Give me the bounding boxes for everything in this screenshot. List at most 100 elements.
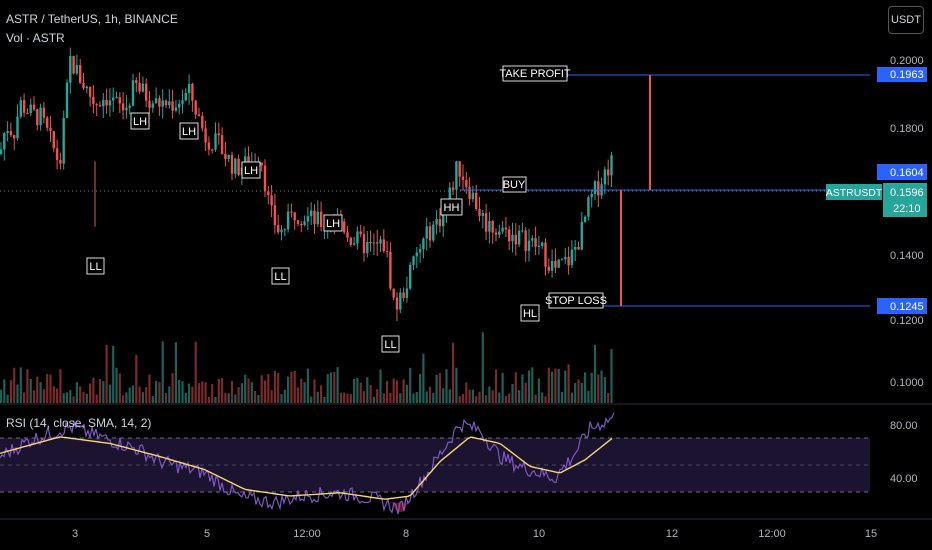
volume-bar (382, 393, 385, 403)
volume-bar (217, 378, 220, 403)
currency-button[interactable]: USDT (888, 6, 924, 34)
candle-body (204, 128, 207, 143)
bar-countdown: 22:10 (893, 203, 921, 215)
volume-legend[interactable]: Vol · ASTR (6, 31, 65, 45)
volume-bar (577, 379, 580, 403)
volume-bar (207, 396, 210, 403)
candle-body (52, 131, 55, 149)
volume-bar (224, 392, 227, 403)
volume-bar (191, 386, 194, 403)
volume-bar (112, 345, 115, 403)
svg-text:LL: LL (274, 271, 286, 283)
last-price-tag[interactable]: 0.1596 22:10 (883, 183, 927, 217)
volume-bar (188, 383, 191, 403)
candle-body (263, 165, 267, 192)
candle-body (597, 181, 600, 196)
candle-body (603, 169, 607, 185)
stop-loss-price-tag[interactable]: 0.1245 (877, 298, 927, 314)
volume-bar (46, 374, 49, 403)
volume-bar (240, 383, 243, 403)
volume-bar (422, 353, 425, 403)
candle-body (128, 105, 131, 108)
candle-body (587, 197, 590, 217)
volume-bar (518, 390, 521, 403)
candle-body (98, 105, 102, 107)
volume-bar (32, 390, 36, 403)
volume-bar (504, 396, 507, 403)
volume-bar (171, 373, 174, 403)
candle-body (438, 219, 442, 227)
volume-bar (488, 386, 491, 403)
volume-bar (326, 374, 329, 403)
candle-body (425, 226, 428, 239)
volume-bar (501, 372, 504, 403)
volume-bar (118, 373, 121, 403)
volume-bar (62, 393, 65, 403)
volume-bar (102, 381, 105, 403)
candle-body (55, 148, 59, 160)
candle-body (181, 100, 184, 104)
candle-body (88, 86, 92, 97)
volume-bar (574, 383, 577, 403)
volume-bar (419, 374, 422, 403)
candle-body (26, 112, 29, 114)
svg-text:STOP LOSS: STOP LOSS (545, 295, 607, 307)
volume-bar (145, 387, 148, 403)
volume-bar (508, 393, 511, 403)
symbol-title[interactable]: ASTR / TetherUS, 1h, BINANCE (6, 12, 178, 26)
candle-body (135, 80, 138, 83)
volume-bar (65, 392, 69, 403)
take-profit-price-tag[interactable]: 0.1963 (877, 67, 927, 82)
volume-bar (141, 392, 144, 403)
swing-label-ll-2: LL (271, 267, 290, 285)
candle-body (590, 193, 593, 198)
candle-body (108, 100, 112, 106)
volume-bar (386, 380, 389, 403)
candle-body (607, 169, 610, 176)
candle-body (435, 219, 438, 225)
volume-bar (138, 386, 141, 403)
candles (0, 47, 613, 321)
candle-body (174, 107, 178, 111)
candle-body (92, 96, 95, 105)
volume-bar (310, 396, 313, 403)
svg-text:0.1596: 0.1596 (890, 187, 924, 199)
svg-text:0.1604: 0.1604 (890, 167, 924, 179)
candle-body (346, 232, 349, 238)
volume-bar (75, 382, 78, 403)
candle-body (415, 252, 418, 257)
candle-body (273, 205, 277, 226)
volume-bar (564, 370, 567, 403)
entry-price-tag[interactable]: 0.1604 (877, 164, 927, 180)
volume-bar (359, 382, 362, 403)
candle-body (3, 133, 6, 150)
candle-body (118, 97, 121, 104)
volume-bar (313, 379, 316, 403)
volume-bar (409, 367, 412, 403)
candle-body (49, 127, 52, 132)
rsi-legend[interactable]: RSI (14, close, SMA, 14, 2) (6, 416, 152, 430)
volume-bar (544, 396, 547, 403)
svg-text:0.1245: 0.1245 (890, 301, 924, 313)
volume-bar (42, 389, 45, 403)
price-pane[interactable] (0, 0, 870, 404)
volume-bar (194, 341, 197, 403)
rsi-sma-line (0, 436, 613, 500)
swing-label-lh-2: LH (179, 122, 199, 140)
candle-body (531, 238, 534, 241)
candle-body (178, 103, 181, 108)
candle-body (267, 191, 270, 196)
volume-bar (52, 386, 55, 403)
price-tick: 0.1200 (890, 315, 924, 327)
volume-bar (610, 349, 613, 403)
candle-body (574, 246, 577, 250)
volume-bar (155, 380, 158, 403)
candle-body (125, 107, 128, 111)
candle-body (478, 208, 481, 216)
candle-body (372, 242, 376, 244)
volume-bar (349, 394, 352, 403)
volume-bar (95, 394, 98, 403)
volume-bar (498, 392, 501, 403)
candle-body (277, 225, 280, 233)
